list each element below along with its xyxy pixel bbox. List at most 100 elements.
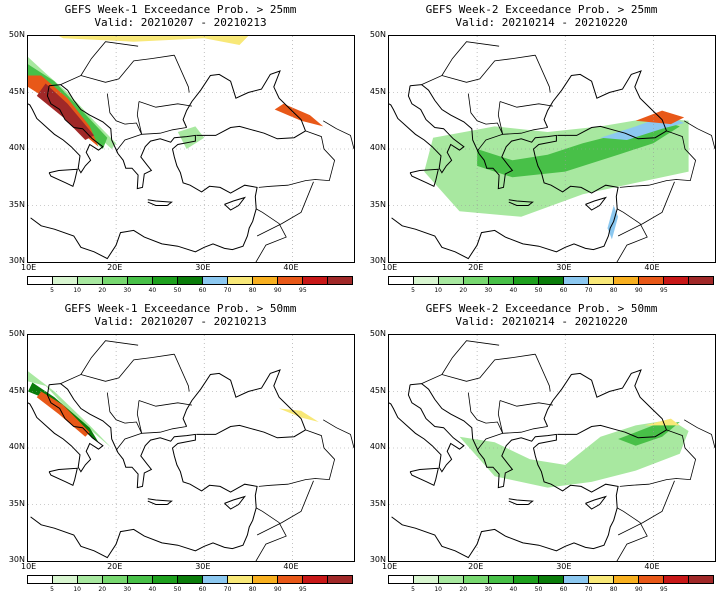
longitude-label: 30E	[195, 562, 211, 571]
latitude-label: 35N	[369, 199, 386, 209]
colorbar-swatch	[53, 277, 78, 284]
longitude-label: 30E	[195, 263, 211, 272]
colorbar-swatch	[28, 576, 53, 583]
colorbar-label: 20	[459, 586, 468, 593]
colorbar-label: 30	[484, 287, 493, 294]
probability-region	[36, 83, 95, 140]
colorbar-swatch	[153, 277, 178, 284]
colorbar-label: 95	[299, 287, 307, 294]
longitude-label: 20E	[107, 562, 123, 571]
colorbar-swatch	[228, 576, 253, 583]
probability-region	[279, 408, 319, 422]
colorbar-label: 10	[73, 287, 81, 294]
probability-region	[274, 103, 324, 127]
colorbar-labels: 5 10 20 30 40 50 60 70 80 90 95	[27, 287, 353, 295]
colorbar-label: 70	[223, 287, 232, 294]
latitude-label: 35N	[8, 498, 25, 508]
longitude-label: 40E	[283, 562, 299, 571]
colorbar-swatch	[303, 576, 328, 583]
colorbar-swatch	[228, 277, 253, 284]
colorbar-label: 40	[509, 287, 518, 294]
colorbar-swatch	[414, 277, 439, 284]
map-area	[388, 334, 716, 562]
colorbar-label: 80	[609, 586, 618, 593]
probability-region	[618, 422, 680, 446]
colorbar	[27, 276, 353, 285]
map-panel-2: GEFS Week-2 Exceedance Prob. > 25mm Vali…	[361, 0, 722, 299]
colorbar	[388, 276, 714, 285]
longitude-label: 20E	[107, 263, 123, 272]
colorbar-swatch	[103, 277, 128, 284]
colorbar-label: 20	[459, 287, 468, 294]
colorbar-swatch	[514, 576, 539, 583]
map-panel-1: GEFS Week-1 Exceedance Prob. > 25mm Vali…	[0, 0, 361, 299]
longitude-label: 10E	[382, 263, 398, 272]
colorbar-label: 60	[559, 586, 568, 593]
colorbar-label: 5	[411, 287, 415, 294]
colorbar-label: 50	[173, 287, 182, 294]
colorbar-label: 95	[660, 586, 668, 593]
colorbar-swatch	[103, 576, 128, 583]
colorbar	[388, 575, 714, 584]
longitude-label: 20E	[468, 562, 484, 571]
colorbar-swatch	[664, 277, 689, 284]
latitude-label: 35N	[369, 498, 386, 508]
latitude-label: 40N	[8, 442, 25, 451]
longitude-label: 40E	[283, 263, 299, 272]
colorbar-swatch	[253, 277, 278, 284]
panel-valid-dates: Valid: 20210207 - 20210213	[94, 16, 267, 29]
probability-region	[28, 371, 112, 448]
colorbar-label: 60	[559, 287, 568, 294]
probability-region	[177, 126, 205, 149]
colorbar-label: 70	[584, 287, 593, 294]
colorbar-label: 80	[248, 287, 257, 294]
map-svg	[389, 335, 715, 561]
colorbar-label: 30	[123, 586, 132, 593]
longitude-label: 10E	[21, 562, 37, 571]
colorbar-label: 40	[509, 586, 518, 593]
latitude-label: 50N	[369, 30, 386, 39]
colorbar-swatch	[464, 277, 489, 284]
panel-valid-dates: Valid: 20210207 - 20210213	[94, 315, 267, 328]
colorbar-swatch	[203, 576, 228, 583]
panel-title: GEFS Week-2 Exceedance Prob. > 50mm	[425, 302, 658, 315]
map-svg	[28, 335, 354, 561]
latitude-label: 45N	[8, 86, 25, 96]
longitude-label: 10E	[21, 263, 37, 272]
colorbar-swatch	[614, 277, 639, 284]
panel-title: GEFS Week-1 Exceedance Prob. > 50mm	[64, 302, 297, 315]
colorbar-label: 70	[223, 586, 232, 593]
colorbar-label: 5	[50, 287, 54, 294]
latitude-label: 30N	[8, 555, 25, 564]
colorbar-swatch	[564, 277, 589, 284]
latitude-label: 40N	[8, 143, 25, 152]
colorbar-swatch	[589, 576, 614, 583]
longitude-label: 30E	[556, 263, 572, 272]
latitude-label: 30N	[8, 256, 25, 265]
colorbar-swatch	[639, 277, 664, 284]
colorbar-label: 10	[73, 586, 81, 593]
colorbar-labels: 5 10 20 30 40 50 60 70 80 90 95	[27, 586, 353, 594]
colorbar-label: 70	[584, 586, 593, 593]
longitude-label: 40E	[644, 263, 660, 272]
map-svg	[28, 36, 354, 262]
panel-title: GEFS Week-2 Exceedance Prob. > 25mm	[425, 3, 658, 16]
latitude-label: 35N	[8, 199, 25, 209]
colorbar-swatch	[203, 277, 228, 284]
colorbar-swatch	[389, 576, 414, 583]
latitude-label: 40N	[369, 442, 386, 451]
colorbar-swatch	[689, 576, 713, 583]
colorbar	[27, 575, 353, 584]
panel-valid-dates: Valid: 20210214 - 20210220	[455, 315, 628, 328]
longitude-label: 10E	[382, 562, 398, 571]
colorbar-swatch	[689, 277, 713, 284]
colorbar-label: 30	[123, 287, 132, 294]
colorbar-label: 80	[609, 287, 618, 294]
colorbar-swatch	[278, 277, 303, 284]
colorbar-swatch	[464, 576, 489, 583]
colorbar-swatch	[439, 576, 464, 583]
map-panel-4: GEFS Week-2 Exceedance Prob. > 50mm Vali…	[361, 299, 722, 598]
colorbar-label: 5	[50, 586, 54, 593]
colorbar-swatch	[389, 277, 414, 284]
colorbar-label: 90	[273, 287, 282, 294]
